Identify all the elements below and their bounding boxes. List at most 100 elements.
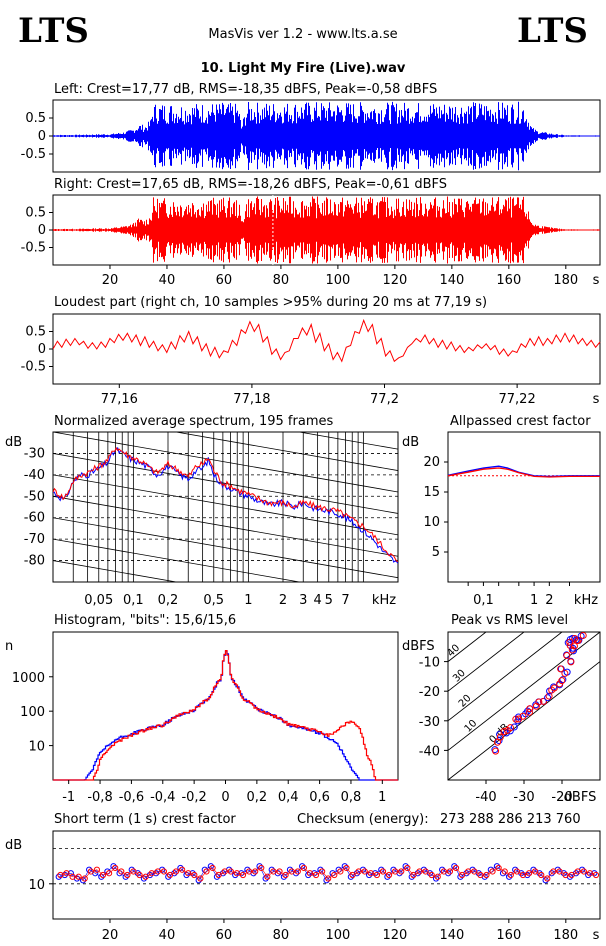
peak-rms-point-right	[550, 684, 558, 692]
short-term-crest-left-point	[323, 877, 330, 884]
short-term-crest-right-point	[112, 864, 119, 872]
short-term-crest-right-point	[239, 871, 247, 879]
peak-rms-crest-line	[448, 632, 563, 722]
spectrum-xtick-label: 5	[325, 593, 333, 608]
spectrum-slope-line	[173, 432, 398, 471]
crest-series-right	[447, 467, 600, 478]
short-term-crest-left-point	[177, 864, 184, 872]
short-term-crest-right-point	[355, 868, 362, 875]
spectrum-xtick-label: 0,1	[123, 593, 144, 608]
short-term-crest-left-point	[201, 866, 208, 873]
short-term-crest-right-point	[69, 873, 76, 880]
time-axis-label: 80	[273, 273, 290, 288]
spectrum-slope-line	[53, 325, 398, 385]
short-term-crest-left-point	[98, 873, 105, 880]
short-term-crest-frame	[52, 830, 601, 920]
short-term-crest-right-point	[465, 868, 472, 875]
histogram-ytick-label: 100	[20, 705, 45, 720]
short-term-crest-right-point	[124, 871, 131, 879]
short-term-crest-ytick-label: 10	[28, 878, 45, 893]
logo-left: LTS	[18, 11, 89, 51]
right-waveform-ytick-label: 0.5	[25, 206, 46, 221]
time-axis-label: 120	[382, 273, 407, 288]
short-term-crest-right-point	[81, 875, 88, 882]
spectrum-slope-line	[53, 432, 398, 493]
peak-rms-point-right	[496, 733, 504, 741]
left-waveform-ytick-label: 0	[38, 129, 46, 144]
spectrum-ytick-label: -70	[24, 532, 45, 547]
left-waveform-title: Left: Crest=17,77 dB, RMS=-18,35 dBFS, P…	[54, 82, 438, 97]
short-term-crest-right-point	[385, 871, 393, 879]
short-term-crest-right-point	[233, 870, 241, 877]
short-term-crest-right-point	[544, 875, 551, 882]
short-term-crest-right-point	[525, 870, 533, 877]
peak-rms-point-right	[561, 669, 569, 677]
peak-rms-point-right	[558, 677, 566, 685]
checksum-value: 273 288 286 213 760	[440, 812, 581, 827]
loudest-part-xtick-label: 77,18	[233, 392, 270, 407]
spectrum-slope-line	[53, 560, 179, 582]
right-waveform-title: Right: Crest=17,65 dB, RMS=-18,26 dBFS, …	[54, 177, 447, 192]
peak-rms-xunit: dBFS	[564, 790, 597, 805]
short-term-crest-xtick-label: 160	[496, 928, 521, 943]
peak-rms-ytick-label: -40	[419, 744, 440, 759]
short-term-crest-right-point	[319, 868, 326, 875]
short-term-crest-left-point	[439, 866, 446, 873]
short-term-crest-right-point	[550, 868, 557, 875]
peak-rms-crest-label: 30	[451, 668, 468, 685]
histogram-ylabel: n	[5, 639, 13, 654]
short-term-crest-right-point	[270, 868, 277, 875]
peak-rms-xtick-label: -20	[551, 790, 572, 805]
spectrum-title: Normalized average spectrum, 195 frames	[54, 414, 334, 429]
crest-xunit: kHz	[574, 593, 598, 608]
short-term-crest-left-point	[232, 871, 239, 879]
short-term-crest-right-point	[404, 864, 411, 872]
short-term-crest-right-point	[568, 871, 575, 879]
short-term-crest-right-point	[130, 868, 137, 875]
time-axis-label: 60	[216, 273, 233, 288]
spectrum-series-left	[53, 447, 398, 564]
short-term-crest-left-point	[110, 863, 117, 870]
peak-rms-point-left	[570, 647, 578, 655]
peak-rms-point-right	[519, 712, 527, 720]
peak-rms-point-right	[493, 738, 501, 746]
short-term-crest-right-point	[197, 875, 204, 882]
short-term-crest-ylabel: dB	[5, 838, 22, 853]
spectrum-slope-line	[53, 474, 398, 536]
short-term-crest-right-point	[471, 868, 478, 875]
time-axis-unit: s	[593, 273, 600, 288]
spectrum-grid	[53, 325, 398, 582]
short-term-crest-right-point	[592, 871, 600, 879]
short-term-crest-right-point	[343, 864, 350, 872]
short-term-crest-right-point	[556, 868, 563, 875]
short-term-crest-right-point	[191, 871, 198, 879]
spectrum-slope-line	[53, 517, 398, 579]
left-waveform-ytick-label: 0.5	[25, 111, 46, 126]
short-term-crest-right-point	[209, 864, 216, 872]
app-title: MasVis ver 1.2 - www.lts.a.se	[208, 27, 398, 42]
short-term-crest-xtick-label: 40	[159, 928, 176, 943]
short-term-crest-right-point	[325, 875, 332, 882]
short-term-crest-xtick-label: 80	[273, 928, 290, 943]
short-term-crest-right-point	[264, 873, 271, 880]
histogram-series-right	[53, 650, 398, 781]
loudest-part-ytick-label: -0.5	[21, 360, 46, 375]
short-term-crest-right-point	[501, 868, 508, 875]
peak-rms-crest-line	[448, 632, 525, 692]
short-term-crest-right-point	[154, 868, 161, 875]
spectrum-xtick-label: 0,05	[84, 593, 113, 608]
crest-xtick-label: 2	[545, 593, 553, 608]
loudest-part-title: Loudest part (right ch, 10 samples >95% …	[54, 295, 488, 310]
spectrum-ytick-label: -80	[24, 554, 45, 569]
short-term-crest-right-point	[282, 871, 289, 879]
time-axis-label: 20	[102, 273, 119, 288]
peak-rms-point-right	[567, 658, 575, 666]
short-term-crest-right-point	[513, 868, 520, 875]
short-term-crest-right-point	[574, 868, 581, 875]
histogram-xtick-label: -0,4	[150, 790, 175, 805]
loudest-part-series	[52, 318, 601, 363]
short-term-crest-right-point	[337, 868, 344, 875]
loudest-part-ytick-label: 0.5	[25, 325, 46, 340]
short-term-crest-right-point	[258, 864, 265, 872]
